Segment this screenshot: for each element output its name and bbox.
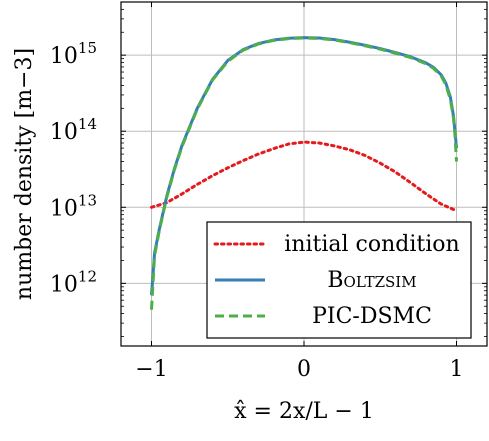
legend-label: initial condition: [284, 232, 459, 257]
y-tick-exponent: 12: [78, 267, 97, 285]
x-tick-label: −1: [135, 357, 167, 382]
series-line-pic-dsmc: [150, 36, 458, 310]
x-axis-label-text: x̂ = 2x/L − 1: [234, 399, 374, 424]
y-tick-label: 1015: [50, 39, 97, 69]
y-tick-base: 10: [50, 196, 78, 221]
y-tick-base: 10: [50, 272, 78, 297]
series-line-initial-condition: [150, 140, 458, 213]
legend-label: Boltzsim: [327, 268, 416, 293]
x-tick-label: 1: [450, 357, 464, 382]
y-tick-label: 1013: [50, 191, 97, 221]
grid: [121, 2, 487, 346]
y-axis-label: number density [m−3]: [12, 48, 37, 300]
y-tick-label: 1014: [50, 115, 97, 145]
x-axis-label: x̂ = 2x/L − 1: [234, 399, 374, 424]
y-tick-base: 10: [50, 44, 78, 69]
y-axis-label-text: number density [m−3]: [12, 48, 37, 300]
y-tick-exponent: 15: [78, 39, 97, 57]
x-tick-label: 0: [297, 357, 311, 382]
series-layer: [150, 36, 458, 310]
y-tick-label: 1012: [50, 267, 97, 297]
ticks: [121, 1, 487, 346]
legend: initial condition Boltzsim PIC-DSMC: [206, 221, 472, 339]
y-tick-base: 10: [50, 120, 78, 145]
y-tick-exponent: 14: [78, 115, 97, 133]
legend-label: PIC-DSMC: [312, 304, 432, 329]
y-tick-exponent: 13: [78, 191, 97, 209]
